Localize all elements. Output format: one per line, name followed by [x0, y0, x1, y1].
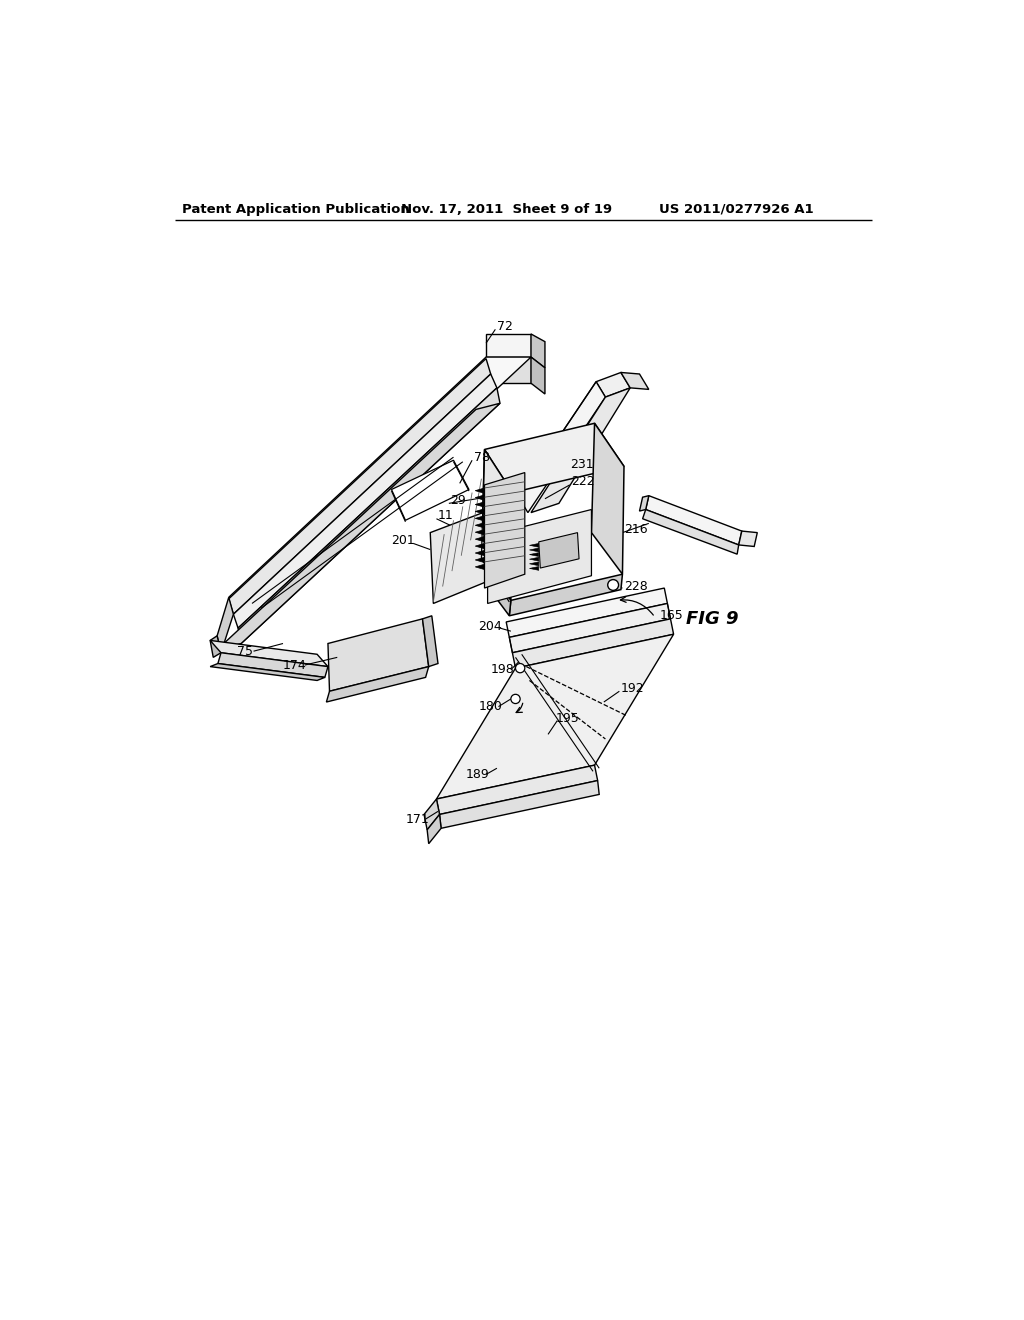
Polygon shape — [233, 374, 497, 628]
Text: 165: 165 — [659, 610, 683, 622]
Polygon shape — [475, 544, 484, 549]
Polygon shape — [518, 381, 605, 512]
Text: 231: 231 — [569, 458, 593, 471]
Polygon shape — [475, 516, 484, 521]
Polygon shape — [430, 512, 486, 603]
Text: 228: 228 — [624, 579, 648, 593]
Text: 192: 192 — [621, 681, 644, 694]
Polygon shape — [529, 562, 539, 566]
Text: 174: 174 — [283, 659, 307, 672]
Polygon shape — [210, 636, 221, 657]
Polygon shape — [424, 799, 439, 830]
Polygon shape — [531, 388, 630, 512]
Polygon shape — [592, 424, 624, 574]
Polygon shape — [475, 550, 484, 556]
Polygon shape — [327, 667, 429, 702]
Text: 180: 180 — [478, 700, 502, 713]
Polygon shape — [475, 502, 484, 507]
Text: 216: 216 — [624, 523, 647, 536]
Text: US 2011/0277926 A1: US 2011/0277926 A1 — [658, 203, 813, 215]
Circle shape — [511, 694, 520, 704]
Polygon shape — [475, 495, 484, 500]
Polygon shape — [487, 510, 592, 603]
Polygon shape — [475, 557, 484, 562]
Polygon shape — [509, 603, 671, 653]
Polygon shape — [596, 372, 630, 397]
Text: FIG 9: FIG 9 — [686, 610, 738, 628]
Polygon shape — [228, 359, 490, 614]
Polygon shape — [217, 404, 500, 649]
Polygon shape — [436, 635, 674, 799]
Text: 171: 171 — [406, 813, 429, 825]
Text: Patent Application Publication: Patent Application Publication — [182, 203, 410, 215]
Polygon shape — [506, 589, 668, 638]
Polygon shape — [218, 653, 328, 677]
Polygon shape — [539, 533, 579, 568]
Polygon shape — [228, 358, 531, 599]
Polygon shape — [328, 619, 429, 692]
Polygon shape — [646, 496, 741, 545]
Polygon shape — [512, 619, 674, 668]
Polygon shape — [640, 496, 649, 511]
Polygon shape — [475, 536, 484, 543]
Polygon shape — [210, 640, 328, 667]
Polygon shape — [643, 510, 738, 554]
Polygon shape — [475, 529, 484, 535]
Polygon shape — [486, 334, 531, 358]
Polygon shape — [529, 566, 539, 570]
Polygon shape — [529, 548, 539, 552]
Polygon shape — [210, 664, 325, 681]
Text: 11: 11 — [438, 510, 454, 523]
Text: 78: 78 — [474, 450, 489, 463]
Polygon shape — [531, 358, 545, 395]
Polygon shape — [427, 814, 441, 843]
Text: 75: 75 — [237, 644, 253, 657]
Text: 195: 195 — [556, 713, 580, 726]
Text: 222: 222 — [571, 475, 595, 488]
Text: 201: 201 — [391, 533, 416, 546]
Polygon shape — [475, 488, 484, 494]
Circle shape — [607, 579, 618, 590]
Polygon shape — [481, 449, 512, 601]
Polygon shape — [478, 558, 511, 615]
Polygon shape — [486, 358, 531, 383]
Circle shape — [515, 664, 525, 673]
Polygon shape — [217, 598, 233, 653]
Text: 29: 29 — [451, 494, 466, 507]
Polygon shape — [484, 473, 524, 589]
Text: 72: 72 — [497, 319, 513, 333]
Text: Nov. 17, 2011  Sheet 9 of 19: Nov. 17, 2011 Sheet 9 of 19 — [400, 203, 612, 215]
Polygon shape — [475, 508, 484, 515]
Polygon shape — [475, 523, 484, 528]
Polygon shape — [484, 424, 624, 492]
Polygon shape — [529, 544, 539, 548]
Polygon shape — [439, 780, 599, 829]
Polygon shape — [738, 531, 758, 546]
Polygon shape — [531, 334, 545, 368]
Text: 198: 198 — [490, 663, 514, 676]
Polygon shape — [423, 615, 438, 667]
Polygon shape — [238, 388, 500, 644]
Polygon shape — [509, 574, 623, 615]
Polygon shape — [391, 461, 469, 520]
Polygon shape — [529, 553, 539, 557]
Text: 189: 189 — [466, 768, 489, 781]
Polygon shape — [621, 372, 649, 389]
Polygon shape — [436, 766, 598, 814]
Polygon shape — [475, 564, 484, 570]
Polygon shape — [529, 557, 539, 561]
Text: 204: 204 — [478, 620, 502, 634]
